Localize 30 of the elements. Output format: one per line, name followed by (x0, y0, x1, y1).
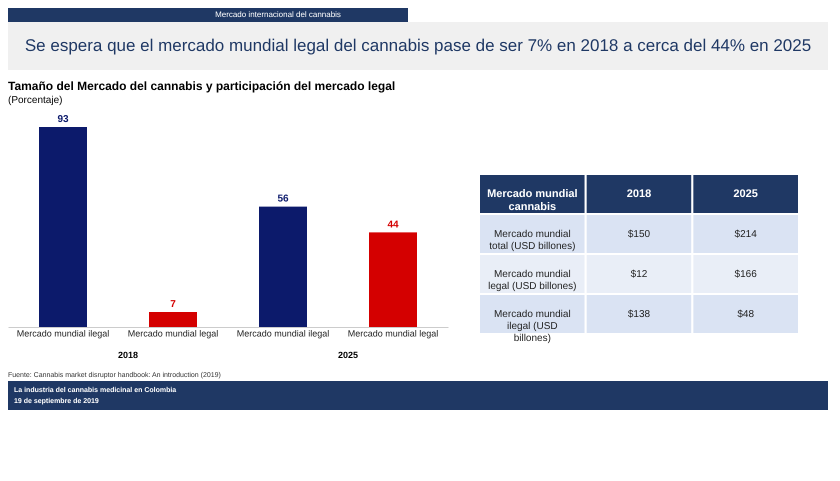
text: Mercado mundial total (USD billones) (489, 229, 576, 252)
data-label: 44 (387, 219, 399, 230)
text: $150 (628, 229, 651, 240)
text: Mercado mundial cannabis (487, 188, 578, 213)
text: 2025 (338, 350, 358, 360)
text: 2018 (626, 188, 652, 200)
text: $48 (737, 309, 754, 320)
data-label: 56 (277, 194, 289, 205)
x-tick-label: Mercado mundial legal (348, 328, 438, 338)
text: Mercado internacional del cannabis (215, 10, 341, 19)
text: Se espera que el mercado mundial legal del cannabis pase de ser 7% en 2018 a cerca del 44% en 2025 (24, 36, 812, 55)
x-tick-label: Mercado mundial ilegal (16, 328, 110, 338)
bar (259, 206, 307, 327)
x-tick-label: Mercado mundial legal (128, 328, 218, 338)
data-label: 7 (170, 298, 176, 310)
text: $12 (630, 269, 648, 280)
x-tick-label: Mercado mundial ilegal (236, 328, 330, 338)
chart-title: Tamaño del Mercado del cannabis y participación del mercado legal (8, 79, 396, 93)
bar (39, 127, 87, 327)
data-label: 93 (57, 114, 69, 125)
bar (369, 232, 417, 327)
chart-subtitle: (Porcentaje) (8, 95, 62, 106)
bar (149, 312, 197, 327)
text: Mercado mundial ilegal (USD billones) (494, 309, 571, 344)
text: $138 (628, 309, 651, 320)
text: Mercado mundial legal (USD billones) (488, 269, 577, 292)
text: $166 (734, 269, 758, 280)
text: 2018 (118, 350, 138, 360)
text: $214 (734, 229, 758, 240)
text: 2025 (733, 188, 758, 200)
